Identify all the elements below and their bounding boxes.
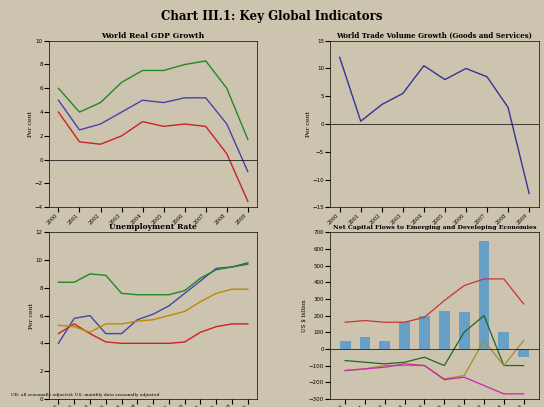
Title: World Trade Volume Growth (Goods and Services): World Trade Volume Growth (Goods and Ser… xyxy=(336,32,533,40)
Title: Unemployment Rate: Unemployment Rate xyxy=(109,223,197,232)
Bar xyxy=(379,341,390,349)
Bar xyxy=(518,349,529,357)
Bar xyxy=(459,312,469,349)
Y-axis label: Per cent: Per cent xyxy=(28,111,33,137)
Bar xyxy=(479,241,490,349)
Bar xyxy=(419,315,430,349)
Bar xyxy=(399,322,410,349)
Y-axis label: US $ billion: US $ billion xyxy=(302,299,307,332)
Bar xyxy=(439,311,450,349)
Bar xyxy=(498,332,509,349)
Title: World Real GDP Growth: World Real GDP Growth xyxy=(102,32,205,40)
Y-axis label: Per cent: Per cent xyxy=(306,111,311,137)
Y-axis label: Per cent: Per cent xyxy=(29,302,34,328)
Title: Net Capital Flows to Emerging and Developing Economies: Net Capital Flows to Emerging and Develo… xyxy=(332,225,536,230)
Text: UK: all seasonally adjusted; US: monthly data seasonally adjusted: UK: all seasonally adjusted; US: monthly… xyxy=(11,393,159,397)
Text: Chart III.1: Key Global Indicators: Chart III.1: Key Global Indicators xyxy=(161,10,383,23)
Legend: World, Advanced economies, Emerging and developing economies: World, Advanced economies, Emerging and … xyxy=(51,273,227,289)
Bar xyxy=(339,341,350,349)
Bar xyxy=(360,337,370,349)
